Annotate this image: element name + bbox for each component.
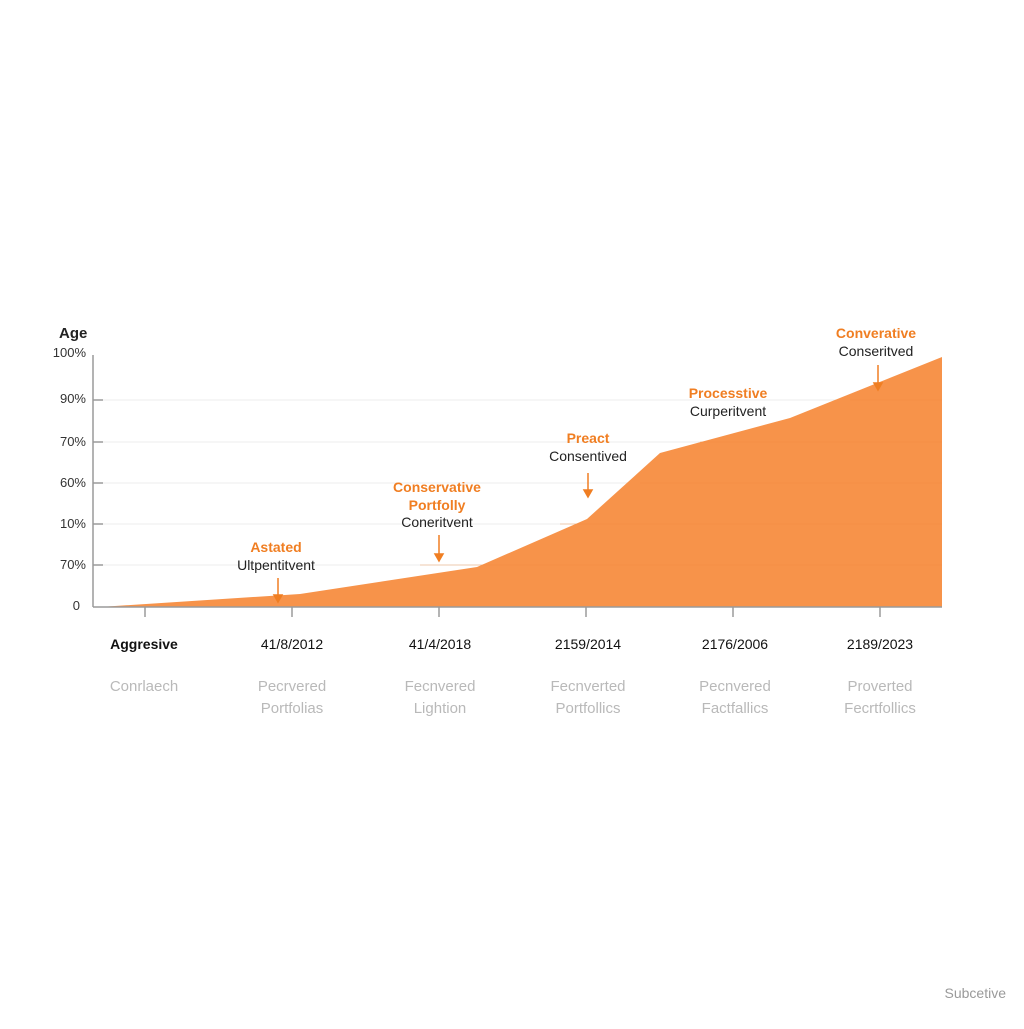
annotation-title: Converative [835, 325, 917, 341]
x-category-sublabel: Fecnverted Portfollics [528, 676, 648, 720]
y-tick-label: 90% [59, 391, 86, 406]
x-category-sublabel: Pecrvered Portfolias [232, 676, 352, 720]
annotation-text: Coneritvent [401, 514, 473, 530]
x-category-label: 41/8/2012 [260, 636, 324, 652]
footer-label: Subcetive [944, 985, 1006, 1001]
x-category-label: 41/4/2018 [408, 636, 472, 652]
y-tick-label: 100% [52, 345, 86, 360]
annotation-arrows [272, 365, 884, 604]
annotation-label: Astated Ultpentitvent [237, 539, 315, 574]
annotation-title-line2: Portfolly [408, 496, 466, 513]
x-category-sublabel: Pecnvered Factfallics [675, 676, 795, 720]
annotation-text: Conseritved [838, 342, 914, 359]
sublabel-line: Lightion [413, 699, 467, 717]
annotation-title: Processtive [688, 385, 768, 401]
y-tick-label: 0 [72, 598, 80, 613]
sublabel-line: Proverted [847, 678, 913, 695]
x-category-sublabel: Conrlaech [84, 676, 204, 698]
axes [92, 355, 942, 617]
y-tick-label: 60% [59, 475, 86, 490]
y-tick-label: 70% [59, 557, 86, 572]
sublabel-line: Pecrvered [257, 678, 327, 695]
x-category-sublabel: Fecnvered Lightion [380, 676, 500, 720]
annotation-text: Ultpentitvent [237, 556, 315, 573]
y-axis-title: Age [59, 325, 88, 342]
x-category-label: 2176/2006 [701, 636, 769, 652]
annotation-title: Conservative [393, 479, 481, 495]
arrow-down-icon [433, 553, 445, 563]
annotation-label: Converative Conseritved [836, 325, 916, 360]
sublabel-line: Portfolias [260, 699, 324, 717]
arrow-down-icon [872, 382, 884, 392]
annotation-title: Astated [250, 539, 302, 555]
x-category-sublabel: Proverted Fecrtfollics [820, 676, 940, 720]
sublabel-line: Pecnvered [699, 678, 771, 695]
annotation-title: Preact [566, 430, 610, 446]
sublabel-line: Fecnvered [404, 678, 476, 695]
annotation-label: Conservative Portfolly Coneritvent [393, 479, 481, 532]
x-category-label: Aggresive [110, 636, 178, 652]
sublabel-line: Factfallics [701, 699, 769, 717]
sublabel-line: Fecrtfollics [844, 699, 916, 717]
y-tick-label: 70% [59, 434, 86, 449]
sublabel-line: Fecnverted [550, 678, 626, 695]
y-tick-label: 10% [59, 516, 86, 531]
arrow-down-icon [272, 594, 284, 604]
sublabel-line: Portfollics [555, 699, 621, 717]
sublabel-line: Conrlaech [109, 678, 179, 695]
arrow-down-icon [582, 489, 594, 499]
x-category-label: 2189/2023 [846, 636, 914, 652]
annotation-text: Consentived [549, 447, 627, 464]
x-category-label: 2159/2014 [554, 636, 622, 652]
annotation-label: Preact Consentived [549, 430, 627, 465]
annotation-text: Curperitvent [689, 402, 767, 419]
area-series [100, 357, 942, 607]
annotation-label: Processtive Curperitvent [689, 385, 768, 420]
